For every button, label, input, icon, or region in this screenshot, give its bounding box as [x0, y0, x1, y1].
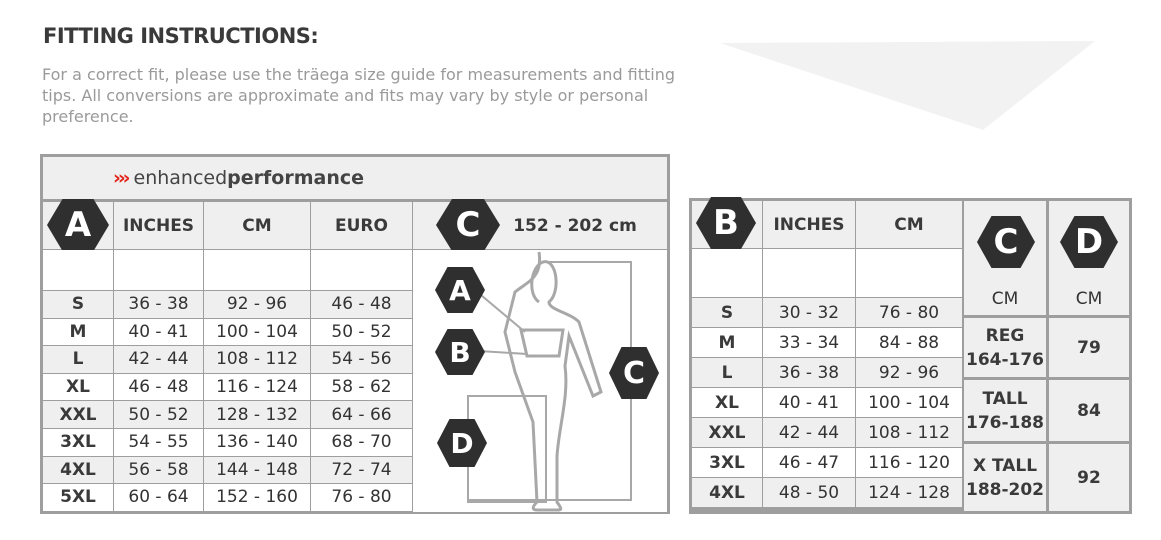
table-cell: 108 - 112 — [204, 346, 310, 373]
top-size-table: ››› enhanced performance A INCHES CM EURO 152… — [40, 154, 670, 514]
size-label: 3XL — [692, 448, 762, 477]
table-cell: 46 - 48 — [114, 373, 203, 401]
length-label: REG — [985, 325, 1025, 346]
size-label: 5XL — [43, 484, 113, 511]
table-cell: 116 - 120 — [856, 448, 962, 477]
table-cell: 60 - 64 — [114, 484, 203, 511]
empty-cell — [204, 250, 310, 290]
intro-text: For a correct fit, please use the träega… — [42, 65, 676, 126]
size-label: S — [692, 298, 762, 327]
size-label: XXL — [692, 418, 762, 447]
size-label: L — [692, 358, 762, 387]
table-cell: 42 - 44 — [763, 418, 855, 447]
length-label-cell: REG 164-176 — [964, 318, 1046, 377]
size-label: M — [692, 328, 762, 357]
table-cell: 48 - 50 — [763, 478, 855, 507]
inseam-value: 79 — [1049, 318, 1129, 377]
banner-light: enhanced — [133, 167, 228, 189]
length-label-cell: X TALL 188-202 — [964, 444, 1046, 511]
table-cell: 100 - 104 — [204, 318, 310, 346]
table-cell: 33 - 34 — [763, 328, 855, 357]
length-label: TALL — [982, 388, 1028, 409]
table-cell: 152 - 160 — [204, 484, 310, 511]
table-cell: 116 - 124 — [204, 373, 310, 401]
column-header: INCHES — [114, 202, 203, 249]
table-cell: 36 - 38 — [114, 291, 203, 318]
table-cell: 92 - 96 — [204, 291, 310, 318]
table-cell: 76 - 80 — [311, 484, 412, 511]
table-cell: 92 - 96 — [856, 358, 962, 387]
empty-cell — [856, 249, 962, 297]
page-title: FITTING INSTRUCTIONS: — [43, 24, 319, 48]
table-cell: 72 - 74 — [311, 456, 412, 484]
empty-cell — [43, 250, 113, 290]
size-label: XL — [692, 388, 762, 417]
empty-cell — [763, 249, 855, 297]
brand-swoosh — [720, 41, 1095, 130]
chevrons-icon: ››› — [113, 167, 130, 189]
empty-cell — [114, 250, 203, 290]
height-range: 176-188 — [965, 412, 1045, 433]
figure-badge-d-icon: D — [437, 419, 487, 467]
badge-b-icon: B — [696, 197, 756, 249]
column-header: CM — [856, 201, 962, 248]
table-cell: 54 - 55 — [114, 429, 203, 456]
table-cell: 58 - 62 — [311, 373, 412, 401]
badge-a-icon: A — [47, 199, 109, 251]
table-cell: 46 - 47 — [763, 448, 855, 477]
empty-cell — [311, 250, 412, 290]
length-label: X TALL — [972, 455, 1038, 476]
table-cell: 56 - 58 — [114, 456, 203, 484]
table-cell: 42 - 44 — [114, 346, 203, 373]
inseam-value: 84 — [1049, 380, 1129, 441]
table-cell: 144 - 148 — [204, 456, 310, 484]
size-label: 4XL — [43, 456, 113, 484]
size-label: S — [43, 291, 113, 318]
table-cell: 46 - 48 — [311, 291, 412, 318]
table-cell: 50 - 52 — [311, 318, 412, 346]
table-cell: 36 - 38 — [763, 358, 855, 387]
d-unit-label: CM — [1075, 289, 1103, 309]
table-cell: 54 - 56 — [311, 346, 412, 373]
table-cell: 76 - 80 — [856, 298, 962, 327]
table-cell: 40 - 41 — [763, 388, 855, 417]
size-label: L — [43, 346, 113, 373]
length-label-cell: TALL 176-188 — [964, 380, 1046, 441]
table-cell: 100 - 104 — [856, 388, 962, 417]
table-cell: 124 - 128 — [856, 478, 962, 507]
figure-badge-b-icon: B — [435, 329, 485, 375]
figure-badge-a-icon: A — [435, 267, 485, 313]
bottom-size-table: B INCHES CM S 30 - 32 76 - 80 M 33 - 34 84 - 88 L… — [689, 197, 1132, 514]
table-cell: 84 - 88 — [856, 328, 962, 357]
size-label: XL — [43, 373, 113, 401]
height-range: 164-176 — [965, 349, 1045, 370]
table-cell: 136 - 140 — [204, 429, 310, 456]
table-cell: 68 - 70 — [311, 429, 412, 456]
c-unit-label: CM — [991, 289, 1019, 309]
empty-cell — [692, 249, 762, 297]
column-header: CM — [204, 202, 310, 249]
size-label: 3XL — [43, 429, 113, 456]
column-header: EURO — [311, 202, 412, 249]
banner-bold: performance — [227, 167, 364, 189]
table-cell: 64 - 66 — [311, 401, 412, 428]
size-label: M — [43, 318, 113, 346]
table-cell: 50 - 52 — [114, 401, 203, 428]
table-cell: 40 - 41 — [114, 318, 203, 346]
column-header: INCHES — [763, 201, 855, 248]
table-cell: 108 - 112 — [856, 418, 962, 447]
size-label: XXL — [43, 401, 113, 428]
table-cell: 128 - 132 — [204, 401, 310, 428]
table-cell: 30 - 32 — [763, 298, 855, 327]
inseam-value: 92 — [1049, 444, 1129, 511]
size-label: 4XL — [692, 478, 762, 507]
height-range: 188-202 — [965, 479, 1045, 500]
banner: ››› enhanced performance — [43, 157, 667, 199]
